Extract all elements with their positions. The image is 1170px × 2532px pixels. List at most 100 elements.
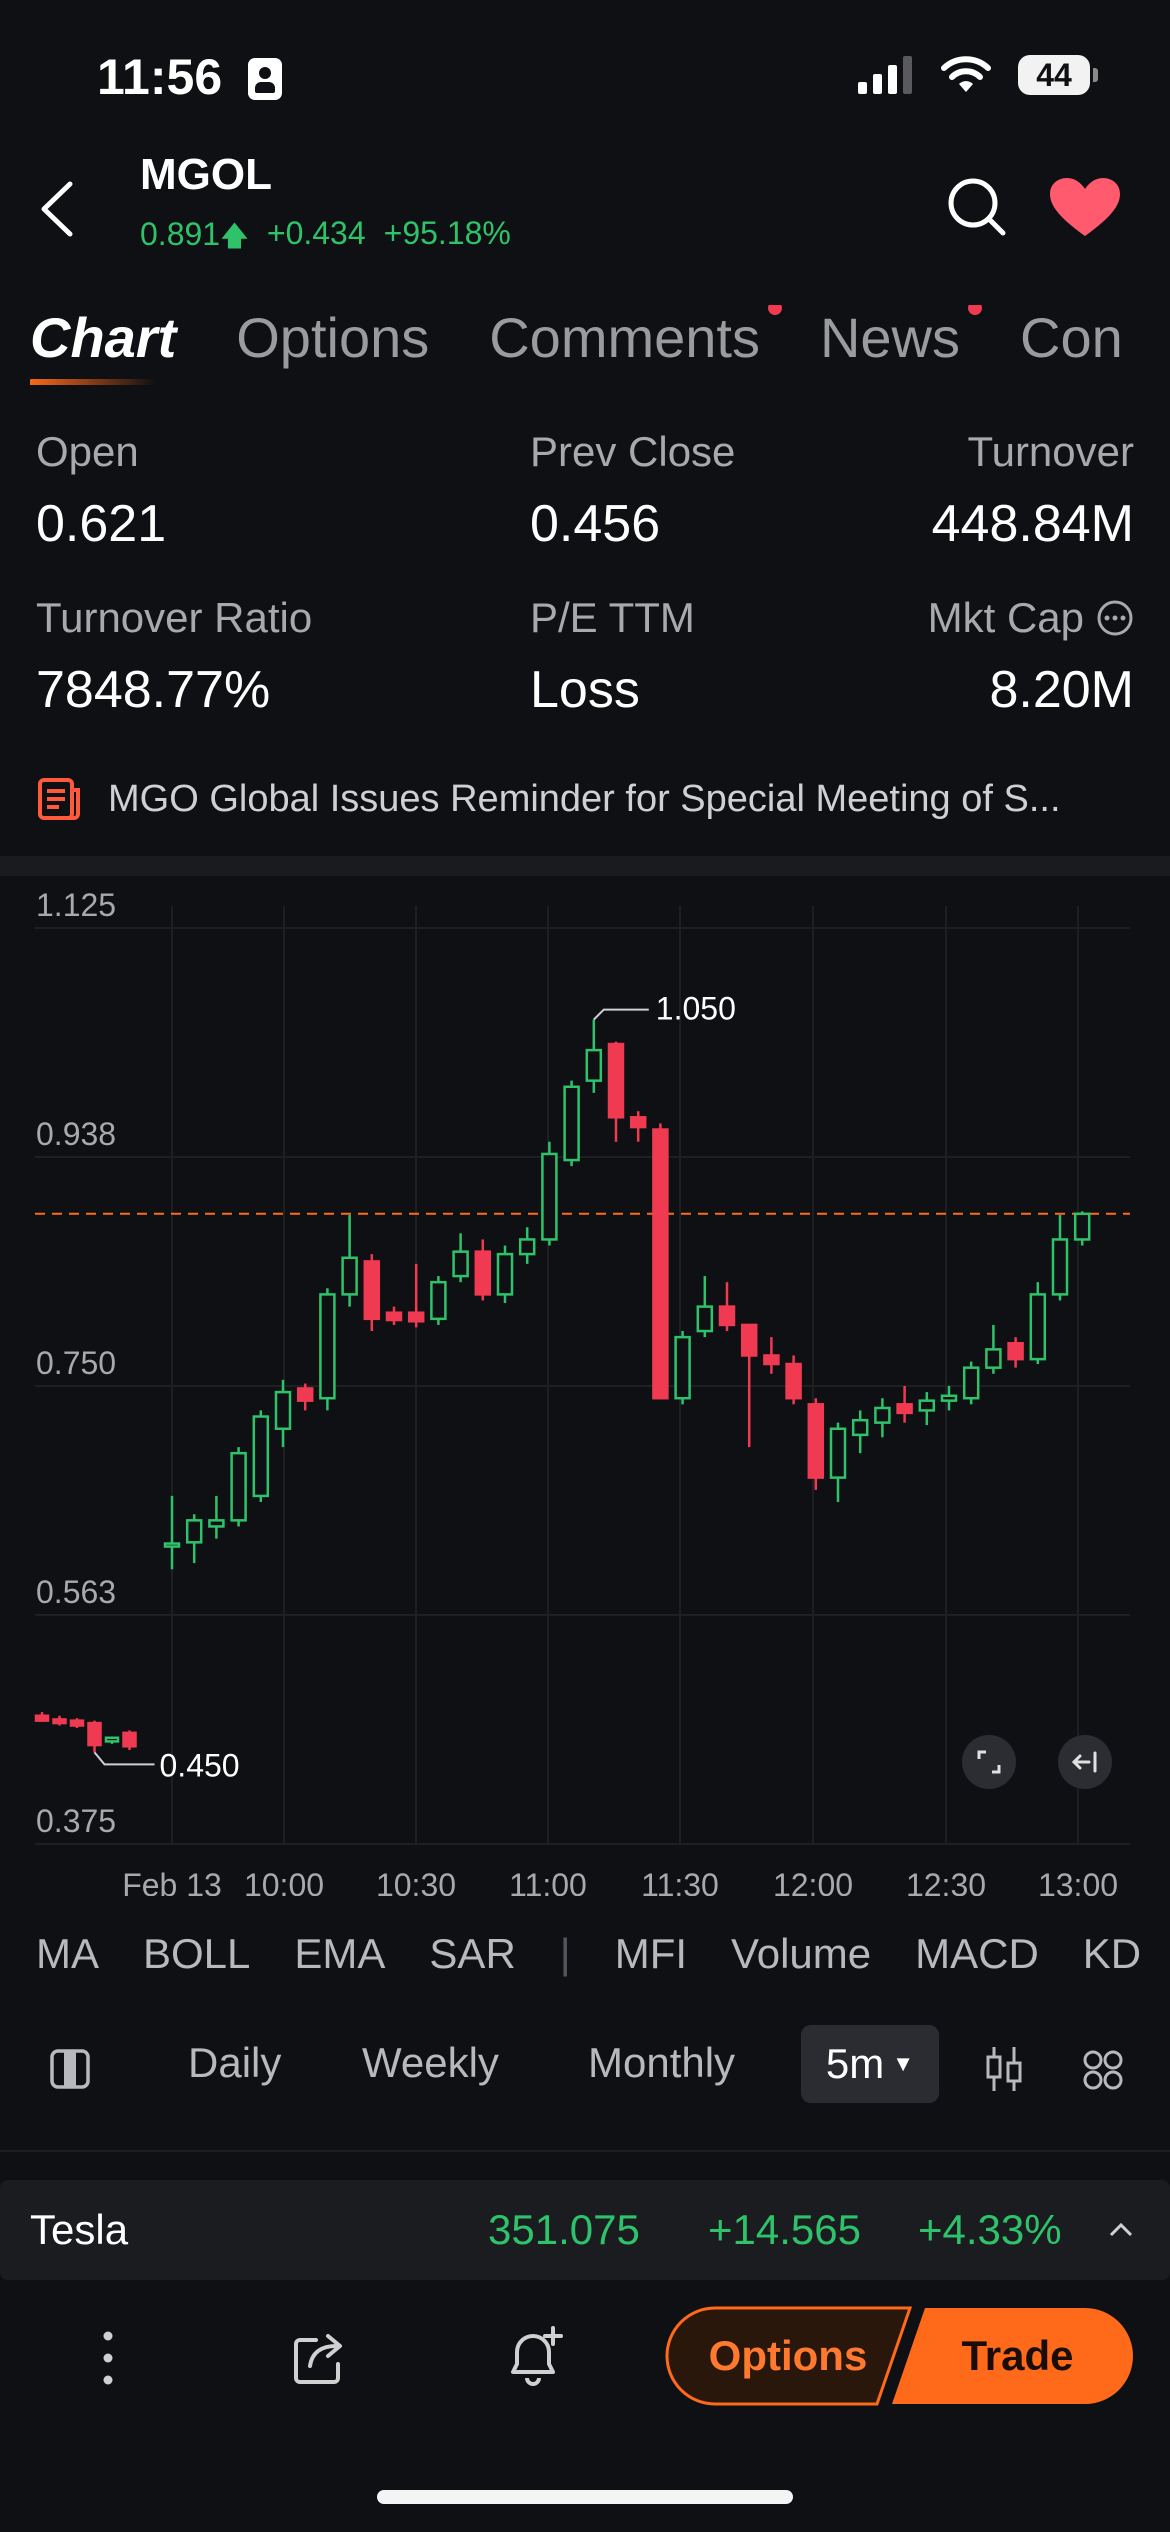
open-value: 0.621: [36, 495, 167, 553]
candle: [385, 1306, 403, 1325]
candle-body: [563, 1085, 580, 1162]
candle: [785, 1355, 802, 1405]
x-tick-label: 13:00: [1038, 1867, 1118, 1896]
wifi-icon: [941, 56, 991, 92]
indicator-ma[interactable]: MA: [36, 1930, 99, 1977]
share-icon[interactable]: [292, 2330, 350, 2386]
candle: [185, 1514, 203, 1564]
open-label: Open: [36, 428, 139, 475]
prev-close-label: Prev Close: [530, 428, 736, 475]
price-alert-bell-icon[interactable]: [505, 2326, 565, 2388]
candle-body: [740, 1323, 758, 1357]
x-tick-label: 11:30: [641, 1867, 719, 1896]
indicator-boll[interactable]: BOLL: [143, 1930, 251, 1977]
jump-latest-button[interactable]: [1058, 1735, 1112, 1789]
status-icons: 44: [858, 55, 1098, 95]
watch-price: 351.075: [488, 2206, 640, 2253]
high-marker-line: [593, 1008, 649, 1021]
candle: [474, 1239, 492, 1301]
indicator-sar[interactable]: SAR: [429, 1930, 516, 1977]
fullscreen-button[interactable]: [962, 1735, 1016, 1789]
candle: [122, 1730, 137, 1750]
section-divider: [0, 856, 1170, 876]
period-active-label: 5m: [825, 2040, 885, 2087]
tab-chart[interactable]: Chart: [30, 305, 176, 385]
tab-options[interactable]: Options: [236, 306, 430, 369]
candle: [104, 1736, 120, 1744]
candle: [674, 1331, 691, 1405]
candle-body: [208, 1519, 225, 1528]
candle-body: [185, 1519, 203, 1544]
unread-dot: [767, 305, 782, 315]
candle-body: [122, 1731, 137, 1748]
candle-body: [1051, 1238, 1069, 1296]
x-tick-label: 10:30: [376, 1867, 456, 1896]
turnover-ratio-label: Turnover Ratio: [36, 594, 313, 641]
candle: [1007, 1337, 1024, 1368]
low-marker-label: 0.450: [160, 1747, 240, 1783]
candle-body: [940, 1394, 958, 1402]
candle: [607, 1041, 625, 1142]
candle-body: [541, 1152, 558, 1241]
indicator-macd[interactable]: MACD: [915, 1930, 1039, 1977]
favorite-heart-icon[interactable]: [1050, 178, 1120, 238]
candle: [296, 1383, 314, 1411]
period-weekly[interactable]: Weekly: [362, 2039, 499, 2086]
options-button[interactable]: Options: [708, 2332, 868, 2379]
pe-label: P/E TTM: [530, 594, 695, 641]
candle-body: [874, 1406, 891, 1424]
indicator-kd[interactable]: KD: [1082, 1930, 1142, 1977]
expand-icon: [977, 1750, 1001, 1774]
candle: [718, 1282, 736, 1332]
candle-body: [52, 1718, 67, 1725]
grid-layout-icon[interactable]: [1082, 2049, 1124, 2091]
tab-community[interactable]: Con: [1020, 306, 1123, 369]
period-daily[interactable]: Daily: [188, 2039, 282, 2086]
trade-button[interactable]: Trade: [961, 2332, 1074, 2379]
sidebar-toggle-icon[interactable]: [50, 2049, 90, 2089]
watchlist-ticker-bar[interactable]: Tesla 351.075 +14.565 +4.33%: [0, 2180, 1170, 2280]
period-monthly[interactable]: Monthly: [588, 2039, 736, 2086]
caret-down-icon: ▼: [892, 2051, 915, 2076]
candle-body: [1029, 1293, 1047, 1361]
more-info-icon[interactable]: [1096, 599, 1134, 637]
chevron-up-icon[interactable]: [1108, 2220, 1134, 2238]
period-5m-dropdown[interactable]: 5m ▼: [801, 2025, 939, 2103]
candle: [985, 1324, 1002, 1374]
y-tick-label: 0.375: [36, 1803, 116, 1839]
mkt-cap-label-row[interactable]: Mkt Cap: [928, 594, 1134, 642]
indicator-volume[interactable]: Volume: [731, 1930, 872, 1977]
watch-name: Tesla: [30, 2206, 129, 2253]
candle-body: [87, 1721, 102, 1747]
x-tick-label: Feb 13: [122, 1867, 222, 1896]
candle-body: [585, 1048, 603, 1082]
candle: [319, 1288, 336, 1411]
turnover-value: 448.84M: [931, 495, 1134, 553]
candle-body: [104, 1736, 120, 1743]
indicator-mfi[interactable]: MFI: [614, 1930, 688, 1977]
search-icon[interactable]: [946, 176, 1008, 238]
unread-dot: [968, 305, 982, 315]
candle: [430, 1276, 447, 1325]
candle-body: [829, 1427, 847, 1479]
tab-news[interactable]: News: [820, 305, 982, 385]
candle-style-icon[interactable]: [984, 2043, 1024, 2095]
watch-change: +14.565: [708, 2206, 861, 2253]
news-headline: MGO Global Issues Reminder for Special M…: [108, 777, 1061, 820]
candle: [807, 1398, 825, 1490]
back-icon[interactable]: [36, 180, 76, 238]
more-vertical-icon[interactable]: [98, 2328, 118, 2388]
indicator-ema[interactable]: EMA: [294, 1930, 386, 1977]
last-price: 0.891🡅: [140, 216, 249, 252]
candle: [740, 1323, 758, 1448]
indicator-separator: |: [559, 1930, 571, 1977]
tab-comments[interactable]: Comments: [489, 305, 782, 385]
candle-body: [34, 1714, 50, 1722]
candle-body: [652, 1128, 669, 1400]
candle-body: [785, 1362, 802, 1400]
quote-line: 0.891🡅 +0.434 +95.18%: [140, 215, 511, 263]
candle: [341, 1215, 358, 1307]
news-banner[interactable]: MGO Global Issues Reminder for Special M…: [36, 776, 1061, 822]
candle: [563, 1080, 580, 1167]
